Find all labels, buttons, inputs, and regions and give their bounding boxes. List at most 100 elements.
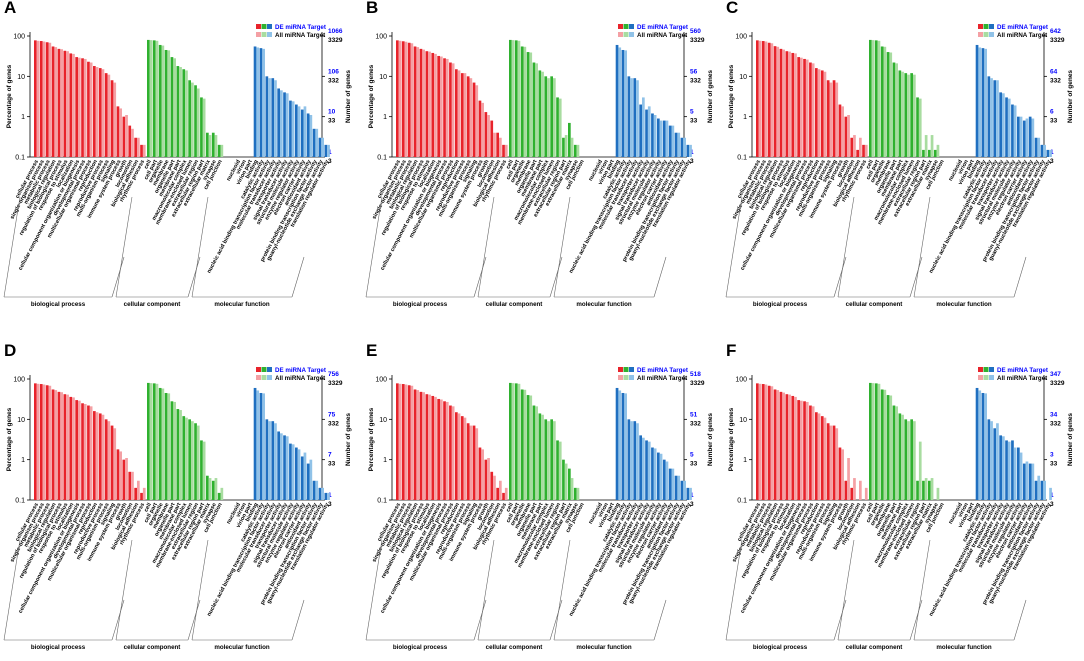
- bar-de-mf: [1005, 97, 1008, 157]
- bar-de-bp: [69, 53, 73, 157]
- legend-swatch-all: [267, 375, 272, 380]
- bar-all-cc: [913, 421, 916, 500]
- bar-de-cc: [182, 416, 186, 500]
- legend-swatch-all: [629, 32, 634, 37]
- bar-all-mf: [1037, 137, 1041, 157]
- bar-de-bp: [455, 412, 458, 500]
- bar-de-bp: [472, 425, 476, 500]
- panel-letter: F: [726, 341, 737, 360]
- biological-process-bracket-right: [833, 599, 847, 641]
- bar-de-cc: [874, 40, 878, 157]
- bar-all-cc: [535, 63, 538, 157]
- de-tick-label: 10: [328, 109, 336, 116]
- bar-de-bp: [98, 413, 102, 500]
- bar-de-bp: [484, 459, 488, 500]
- bar-de-bp: [844, 480, 848, 500]
- biological-process-bracket-right: [473, 599, 487, 641]
- legend-swatch-de: [623, 24, 629, 29]
- legend-swatch-de: [629, 24, 634, 29]
- bar-all-bp: [101, 414, 105, 500]
- bar-de-cc: [532, 62, 536, 157]
- bar-de-mf: [271, 78, 275, 157]
- bar-all-bp: [481, 449, 484, 500]
- bar-all-cc: [529, 395, 533, 500]
- bar-de-mf: [253, 387, 257, 500]
- bar-all-cc: [936, 144, 940, 157]
- bar-all-mf: [683, 480, 686, 500]
- legend-label-all: All miRNA Target: [637, 32, 687, 39]
- de-tick-label: 560: [690, 28, 701, 35]
- bar-de-bp: [396, 383, 399, 500]
- bar-de-bp: [838, 104, 842, 157]
- bar-de-bp: [797, 400, 800, 500]
- legend-swatch-all: [983, 32, 989, 37]
- legend-swatch-all: [261, 375, 267, 380]
- bar-de-mf: [1028, 116, 1032, 157]
- bar-de-cc: [194, 423, 197, 500]
- bar-all-cc: [185, 70, 188, 157]
- bar-all-bp: [457, 413, 461, 500]
- bar-de-mf: [259, 48, 263, 158]
- bar-de-cc: [886, 395, 890, 500]
- bar-all-bp: [794, 53, 797, 157]
- bar-all-cc: [161, 45, 165, 158]
- bar-de-cc: [514, 383, 518, 500]
- chart-panel-a: A 100 10 1 0.1 Percentage of genes 1066 3329 106…: [0, 0, 358, 318]
- bar-de-bp: [104, 419, 108, 500]
- bar-all-bp: [89, 406, 93, 500]
- de-tick-label: 6: [1050, 109, 1054, 116]
- panel-letter: A: [4, 0, 17, 17]
- bar-de-cc: [556, 440, 559, 500]
- y-axis-title-right: Number of genes: [345, 413, 352, 466]
- bar-de-bp: [779, 391, 783, 500]
- figure: A 100 10 1 0.1 Percentage of genes 1066 3329 106…: [0, 0, 1074, 651]
- bar-all-bp: [107, 421, 111, 500]
- bar-de-mf: [627, 76, 631, 157]
- left-tick-label: 0.1: [15, 155, 25, 162]
- bar-all-bp: [493, 475, 496, 500]
- bar-de-bp: [862, 144, 865, 157]
- bar-de-bp: [87, 61, 90, 157]
- bar-all-bp: [404, 41, 408, 157]
- bar-de-cc: [164, 49, 168, 158]
- all-tick-label: 3: [328, 158, 332, 165]
- bar-all-mf: [996, 80, 999, 157]
- bar-all-bp: [463, 73, 467, 157]
- bar-de-bp: [122, 116, 126, 157]
- bar-all-bp: [829, 425, 833, 500]
- bar-all-bp: [434, 396, 437, 500]
- legend-swatch-de: [267, 24, 272, 29]
- bar-de-bp: [110, 425, 114, 500]
- bar-de-bp: [803, 401, 806, 500]
- cellular-component-bracket-right: [909, 256, 923, 298]
- bar-all-bp: [131, 128, 134, 157]
- left-tick-label: 10: [17, 74, 25, 81]
- all-tick-label: 332: [690, 77, 701, 84]
- bar-all-cc: [558, 441, 562, 500]
- bar-de-cc: [922, 480, 925, 500]
- y-axis-title-right: Number of genes: [345, 70, 352, 123]
- chart-svg: 100 10 1 0.1 Percentage of genes 642 3329 64 332…: [725, 24, 1074, 308]
- bar-de-bp: [490, 120, 494, 157]
- legend-swatch-all: [989, 375, 994, 380]
- molecular-function-bracket-left: [553, 196, 571, 298]
- bar-all-bp: [48, 385, 52, 500]
- bar-all-cc: [936, 487, 940, 500]
- left-tick-label: 1: [743, 114, 747, 121]
- left-tick-label: 10: [379, 417, 387, 424]
- left-tick-label: 100: [13, 377, 25, 384]
- bar-de-bp: [45, 385, 49, 500]
- bar-de-mf: [668, 125, 672, 157]
- bar-de-cc: [928, 149, 931, 157]
- bar-all-cc: [564, 463, 568, 500]
- bar-all-bp: [475, 428, 479, 500]
- bar-de-cc: [573, 144, 577, 157]
- legend-swatch-de: [989, 24, 994, 29]
- bar-all-bp: [66, 51, 69, 157]
- y-axis-title-right: Number of genes: [1067, 413, 1074, 466]
- bar-all-cc: [196, 88, 200, 157]
- all-tick-label: 3: [690, 158, 694, 165]
- bar-de-bp: [431, 52, 435, 157]
- all-tick-label: 33: [328, 118, 336, 125]
